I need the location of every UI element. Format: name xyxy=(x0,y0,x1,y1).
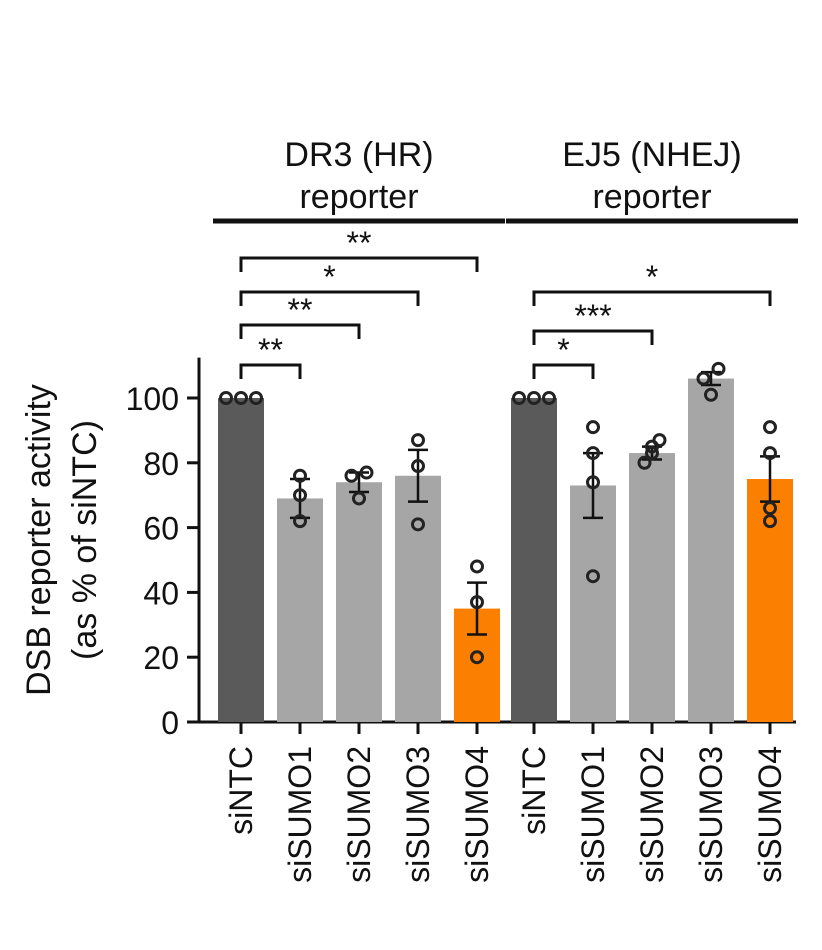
y-tick-label: 80 xyxy=(143,446,179,482)
data-point xyxy=(411,517,425,532)
data-point xyxy=(542,391,556,405)
significance-label: ** xyxy=(258,332,283,368)
x-tick-label: siSUMO1 xyxy=(282,746,318,883)
data-point xyxy=(470,595,484,610)
x-tick-label: siSUMO3 xyxy=(693,746,729,883)
data-point xyxy=(763,501,777,516)
significance-label: *** xyxy=(574,298,611,334)
data-point xyxy=(637,455,652,470)
significance-label: * xyxy=(646,259,658,295)
significance-bracket xyxy=(239,256,479,272)
data-point xyxy=(586,569,600,584)
bar xyxy=(570,485,616,722)
x-tick-label: siNTC xyxy=(223,746,259,835)
significance-bracket xyxy=(532,363,595,379)
data-point xyxy=(359,465,374,480)
significance-label: * xyxy=(323,259,335,295)
bar xyxy=(747,479,793,722)
significance-bracket xyxy=(239,323,361,339)
data-point xyxy=(293,514,307,529)
data-point xyxy=(352,491,366,506)
bar xyxy=(629,453,675,722)
significance-bracket xyxy=(532,290,772,306)
x-tick-label: siSUMO4 xyxy=(752,746,788,883)
y-tick-label: 0 xyxy=(161,705,179,741)
data-point xyxy=(344,468,359,483)
x-tick-label: siSUMO4 xyxy=(459,746,495,883)
y-axis-title-line1: DSB reporter activity xyxy=(20,384,58,696)
data-point xyxy=(527,391,541,405)
group-1: EJ5 (NHEJ) reporter siNTC siSUMO1 siSUMO2 siS… xyxy=(506,136,798,883)
y-tick-label: 60 xyxy=(143,511,179,547)
group-0: DR3 (HR) reporter siNTC siSUMO1 siSUMO2 siSUM… xyxy=(213,136,505,883)
data-point xyxy=(696,371,711,386)
significance-bracket xyxy=(239,290,420,306)
data-point xyxy=(711,361,726,376)
x-tick-label: siSUMO2 xyxy=(634,746,670,883)
group-title: EJ5 (NHEJ) xyxy=(562,136,741,174)
significance-bracket xyxy=(532,329,654,345)
data-point xyxy=(470,650,484,665)
y-axis-title: DSB reporter activity (as % of siNTC) xyxy=(20,384,104,696)
x-tick-label: siSUMO1 xyxy=(575,746,611,883)
data-point xyxy=(219,391,233,405)
bar xyxy=(395,475,441,722)
data-point xyxy=(293,488,307,503)
bar xyxy=(688,378,734,722)
data-point xyxy=(704,387,718,402)
data-point xyxy=(470,559,484,574)
data-point xyxy=(249,391,263,405)
group-subtitle: reporter xyxy=(592,178,711,216)
y-tick-label: 100 xyxy=(126,381,179,417)
y-axis-title-line2: (as % of siNTC) xyxy=(66,420,104,660)
x-tick-label: siSUMO3 xyxy=(400,746,436,883)
bar xyxy=(511,398,557,722)
data-point xyxy=(411,459,425,474)
data-point xyxy=(763,446,777,461)
data-point xyxy=(763,420,777,435)
data-point xyxy=(586,420,600,435)
bar xyxy=(336,482,382,722)
plot-area: 0 20 40 60 80 100 DR3 (HR) reporter siNTC siSUMO1… xyxy=(126,136,798,883)
bar xyxy=(218,398,264,722)
data-point xyxy=(293,468,307,483)
y-tick-label: 20 xyxy=(143,640,179,676)
data-point xyxy=(512,391,526,405)
data-point xyxy=(645,446,659,461)
significance-label: ** xyxy=(288,292,313,328)
x-tick-label: siNTC xyxy=(516,746,552,835)
group-title: DR3 (HR) xyxy=(284,136,433,174)
data-point xyxy=(411,433,425,448)
significance-bracket xyxy=(239,363,302,379)
bar xyxy=(277,498,323,722)
data-point xyxy=(234,391,248,405)
group-subtitle: reporter xyxy=(299,178,418,216)
significance-label: * xyxy=(557,332,569,368)
data-point xyxy=(763,514,777,529)
x-tick-label: siSUMO2 xyxy=(341,746,377,883)
data-point xyxy=(586,446,600,461)
data-point xyxy=(586,475,600,490)
y-tick-label: 40 xyxy=(143,575,179,611)
significance-label: ** xyxy=(347,225,372,261)
data-point xyxy=(652,433,667,448)
